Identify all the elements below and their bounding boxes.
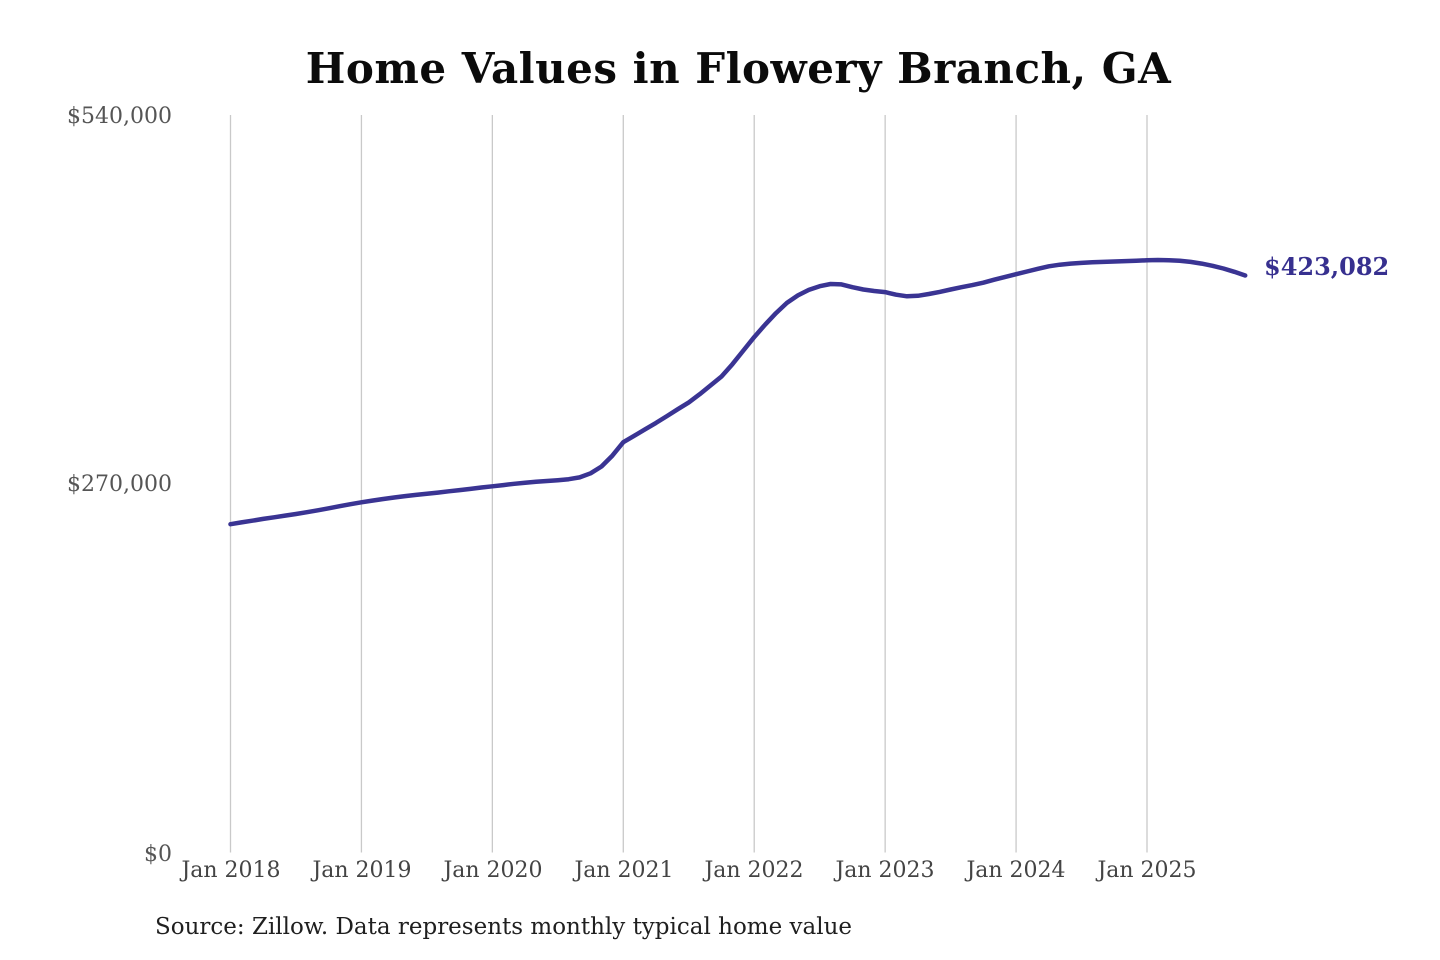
source-attribution: Source: Zillow. Data represents monthly … <box>155 914 853 940</box>
y-axis-tick-540000: $540,000 <box>67 104 172 129</box>
x-axis-tick-jan-2023: Jan 2023 <box>835 858 935 883</box>
x-axis-tick-jan-2025: Jan 2025 <box>1097 858 1197 883</box>
home-value-series-line <box>228 257 1248 527</box>
latest-value-annotation: $423,082 <box>1264 252 1390 281</box>
x-axis-tick-jan-2020: Jan 2020 <box>443 858 543 883</box>
y-axis-tick-270000: $270,000 <box>67 472 172 497</box>
chart-title: Home Values in Flowery Branch, GA <box>305 44 1172 93</box>
x-axis-tick-jan-2022: Jan 2022 <box>704 858 804 883</box>
x-axis-tick-jan-2021: Jan 2021 <box>574 858 674 883</box>
x-axis-tick-jan-2024: Jan 2024 <box>966 858 1066 883</box>
x-axis-tick-jan-2019: Jan 2019 <box>312 858 412 883</box>
x-axis-tick-jan-2018: Jan 2018 <box>181 858 281 883</box>
y-axis-tick-0: $0 <box>144 842 172 867</box>
